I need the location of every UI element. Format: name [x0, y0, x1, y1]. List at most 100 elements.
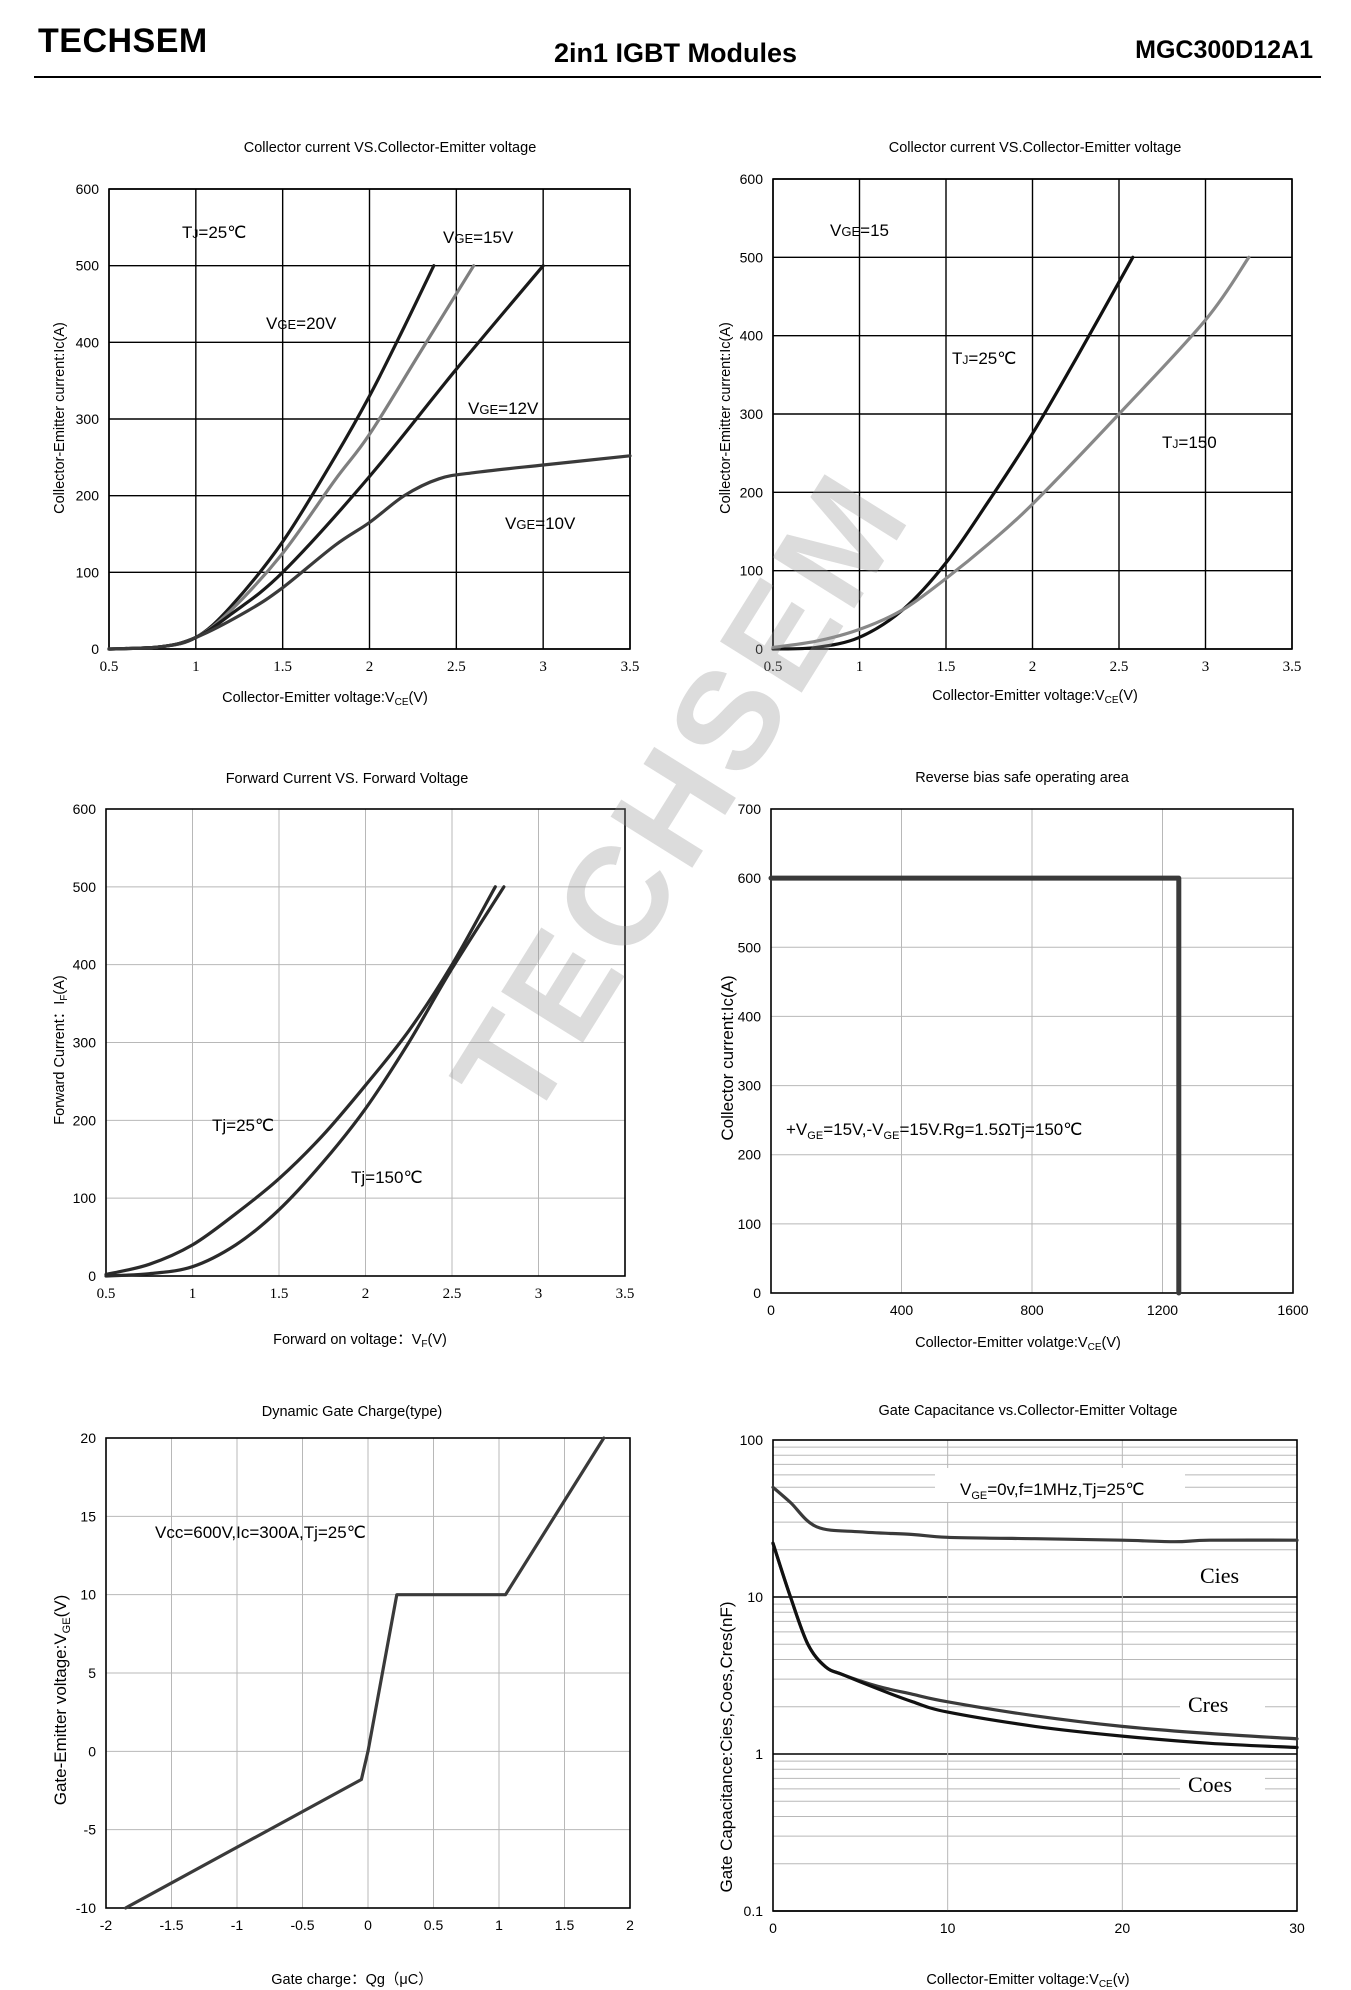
- y-tick-label: 100: [738, 1216, 762, 1232]
- chart-forward-current: Forward Current VS. Forward Voltage 0.5 1…: [52, 771, 634, 1350]
- y-tick-label: 300: [738, 1078, 762, 1094]
- series-tj-25--line: [104, 885, 497, 1276]
- chart-title: Gate Capacitance vs.Collector-Emitter Vo…: [879, 1403, 1178, 1419]
- plot-frame: [105, 1437, 631, 1909]
- chart-gate-charge: Dynamic Gate Charge(type) -2 -1.5 -1 -0.5 0 0…: [51, 1404, 634, 1988]
- x-tick-label: 1: [189, 1286, 197, 1302]
- x-tick-label: 2: [366, 659, 374, 675]
- x-tick-label: 1.5: [937, 659, 956, 675]
- annotation-box: [935, 1468, 1185, 1502]
- annotation-tj-25: TJ=25℃: [952, 349, 1016, 368]
- annotation-tj-150: Tj=150℃: [351, 1168, 423, 1187]
- y-tick-label: 300: [740, 406, 764, 422]
- annotation-vge-15: VGE=15: [830, 221, 889, 240]
- y-tick-label: 500: [738, 939, 762, 955]
- x-axis-label: Collector-Emitter voltage:VCE(V): [932, 688, 1138, 706]
- x-tick-label: 1.5: [270, 1286, 289, 1302]
- x-tick-label: 3: [539, 659, 547, 675]
- y-tick-label: 400: [740, 328, 764, 344]
- x-tick-label: 3.5: [621, 659, 640, 675]
- label-bg: [1180, 1690, 1265, 1718]
- document-title: 2in1 IGBT Modules: [553, 38, 798, 68]
- x-tick-label: 0.5: [100, 659, 119, 675]
- y-tick-label: 20: [80, 1430, 96, 1446]
- series-tj-25--line: [771, 255, 1135, 651]
- x-tick-label: 2: [1029, 659, 1037, 675]
- x-tick-label: 1200: [1147, 1302, 1178, 1318]
- brand-logo: TECHSEM: [38, 22, 208, 60]
- x-axis-label: Collector-Emitter volatge:VCE(V): [915, 1335, 1121, 1353]
- x-tick-label: 3.5: [1283, 659, 1302, 675]
- chart-title: Reverse bias safe operating area: [915, 770, 1130, 786]
- annotation-tj-25: Tj=25℃: [212, 1116, 274, 1135]
- series-rbsoa-line: [768, 875, 1182, 1296]
- series-label-cres: Cres: [1188, 1692, 1228, 1717]
- chart-title: Collector current VS.Collector-Emitter v…: [889, 140, 1182, 156]
- y-axis-label: Collector-Emitter current:Ic(A): [718, 322, 734, 514]
- x-tick-label: 20: [1115, 1920, 1131, 1936]
- y-tick-label: 0: [753, 1285, 761, 1301]
- y-tick-label: 1: [755, 1746, 763, 1762]
- x-tick-label: -1: [231, 1917, 244, 1933]
- y-axis-label: Collector current:Ic(A): [718, 975, 737, 1140]
- x-tick-label: 2.5: [1110, 659, 1129, 675]
- chart-rbsoa: Reverse bias safe operating area 0 400 800…: [718, 770, 1309, 1353]
- plot-frame: [772, 178, 1293, 650]
- x-axis-label: Collector-Emitter voltage:VCE(v): [926, 1972, 1129, 1990]
- x-tick-label: -2: [100, 1917, 113, 1933]
- y-tick-label: 600: [740, 171, 764, 187]
- y-tick-label: 600: [738, 870, 762, 886]
- y-axis-label: Forward Current：IF(A): [52, 975, 70, 1125]
- annotation-tj: TJ=25℃: [182, 223, 246, 242]
- plot-frame: [770, 808, 1294, 1294]
- annotation-vge-20v: VGE=20V: [266, 314, 337, 333]
- x-tick-label: 800: [1020, 1302, 1044, 1318]
- y-tick-label: 100: [73, 1190, 97, 1206]
- y-tick-label: 600: [76, 181, 100, 197]
- series-vge-line: [124, 1436, 606, 1910]
- series-tj-150-line: [771, 255, 1251, 649]
- series-vge-10v-line: [107, 454, 632, 651]
- x-tick-label: 3.5: [616, 1286, 635, 1302]
- chart-ic-vce-vge: Collector current VS.Collector-Emitter v…: [52, 140, 639, 708]
- y-tick-label: 400: [73, 957, 97, 973]
- y-axis-label: Gate-Emitter voltage:VGE(V): [51, 1595, 73, 1806]
- y-tick-label: -10: [76, 1900, 96, 1916]
- series-coes-line: [771, 1541, 1299, 1750]
- x-tick-label: -0.5: [290, 1917, 314, 1933]
- y-tick-label: 300: [76, 411, 100, 427]
- label-bg: [1180, 1770, 1265, 1798]
- header-rule: [34, 76, 1321, 78]
- y-tick-label: 500: [76, 258, 100, 274]
- x-tick-label: 2: [626, 1917, 634, 1933]
- x-tick-label: 0.5: [424, 1917, 444, 1933]
- annotation-conditions: VGE=0v,f=1MHz,Tj=25℃: [960, 1480, 1144, 1502]
- y-tick-label: 300: [73, 1035, 97, 1051]
- x-tick-label: 400: [890, 1302, 914, 1318]
- chart-title: Forward Current VS. Forward Voltage: [226, 771, 469, 787]
- x-tick-label: 2.5: [443, 1286, 462, 1302]
- y-tick-label: 200: [738, 1147, 762, 1163]
- plot-frame: [108, 188, 631, 650]
- y-axis-label: Collector-Emitter current:Ic(A): [52, 322, 68, 514]
- y-tick-label: 500: [73, 879, 97, 895]
- y-tick-label: 15: [80, 1508, 96, 1524]
- x-axis-label: Forward on voltage：VF(V): [273, 1332, 447, 1350]
- y-tick-label: 200: [73, 1112, 97, 1128]
- annotation-tj-150: TJ=150: [1162, 433, 1217, 452]
- x-tick-label: 2.5: [447, 659, 466, 675]
- series-label-coes: Coes: [1188, 1772, 1232, 1797]
- chart-title: Collector current VS.Collector-Emitter v…: [244, 140, 537, 156]
- x-tick-label: 0: [769, 1920, 777, 1936]
- series-tj-150--line: [104, 885, 506, 1278]
- plot-frame: [772, 1439, 1298, 1912]
- part-number: MGC300D12A1: [1135, 36, 1313, 64]
- y-tick-label: 5: [88, 1665, 96, 1681]
- annotation-vge-15v: VGE=15V: [443, 228, 514, 247]
- series-cies-line: [771, 1485, 1299, 1544]
- y-tick-label: 200: [76, 488, 100, 504]
- label-bg: [1188, 1560, 1260, 1588]
- x-tick-label: 30: [1289, 1920, 1305, 1936]
- annotation-vge-12v: VGE=12V: [468, 399, 539, 418]
